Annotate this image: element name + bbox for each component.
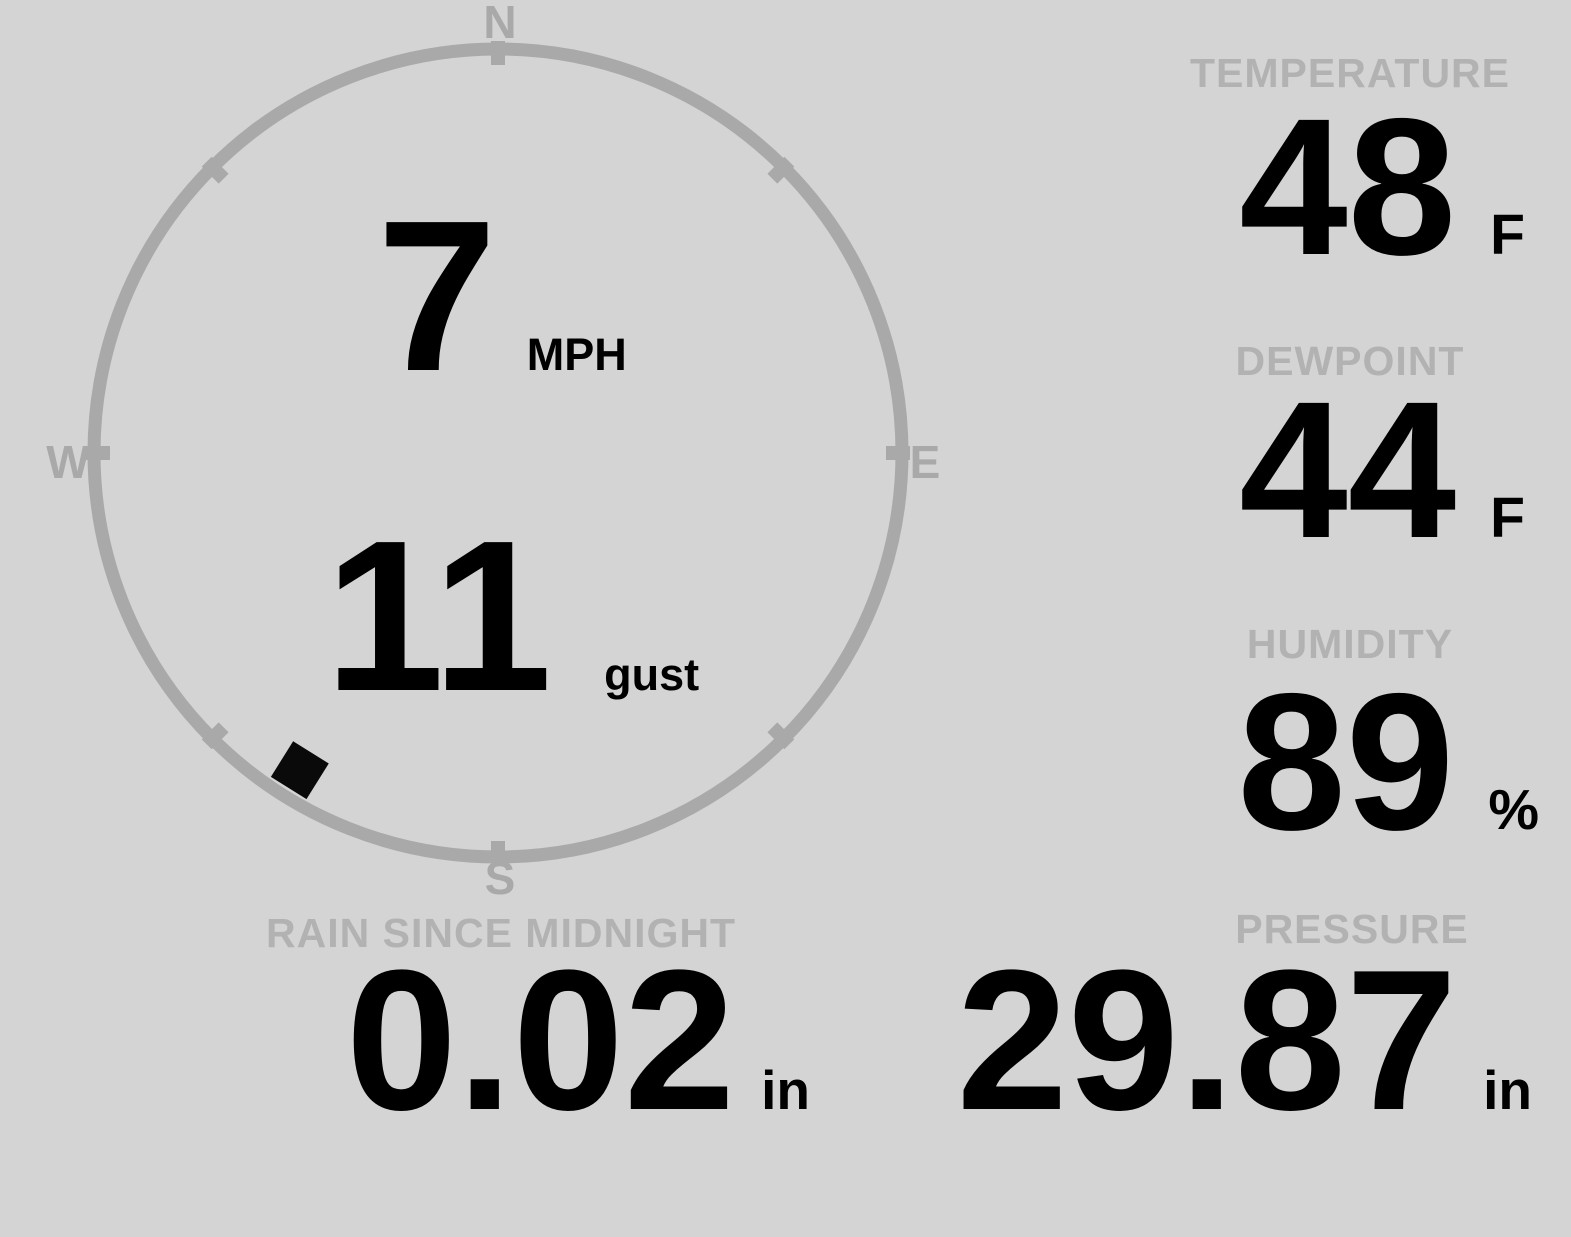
dewpoint-readout: 44 F [1239,373,1525,568]
compass-label-north: N [483,0,516,48]
wind-compass: N E S W [46,0,941,904]
compass-tick-sw [201,722,229,750]
rain-label: RAIN SINCE MIDNIGHT [266,910,736,956]
compass-tick-w [86,446,110,460]
wind-gust-readout: 11 gust [325,508,699,723]
temperature-unit: F [1490,203,1525,267]
pressure-value: 29.87 [956,929,1458,1152]
wind-speed-unit: MPH [526,329,627,380]
wind-speed-readout: 7 MPH [377,188,627,403]
humidity-value: 89 [1237,653,1455,871]
pressure-unit: in [1483,1059,1532,1121]
dewpoint-value: 44 [1239,361,1457,579]
compass-ticks [86,41,910,865]
rain-value: 0.02 [345,929,736,1152]
dewpoint-unit: F [1490,486,1525,550]
compass-tick-e [886,446,910,460]
compass-tick-n [491,41,505,65]
temperature-readout: 48 F [1239,90,1525,285]
pressure-readout: 29.87 in [957,941,1532,1141]
humidity-label: HUMIDITY [1246,621,1454,667]
humidity-readout: 89 % [1237,665,1539,860]
rain-readout: 0.02 in [346,941,810,1141]
pressure-label: PRESSURE [1235,906,1469,952]
compass-tick-ne [767,156,795,184]
compass-label-east: E [910,436,941,488]
compass-tick-nw [201,156,229,184]
rain-unit: in [761,1059,810,1121]
temperature-value: 48 [1239,78,1457,296]
wind-gust-unit: gust [604,649,700,700]
humidity-unit: % [1488,778,1539,842]
compass-label-west: W [46,436,90,488]
wind-direction-marker [270,741,329,800]
compass-tick-se [767,722,795,750]
temperature-label: TEMPERATURE [1189,50,1511,96]
dewpoint-label: DEWPOINT [1235,338,1465,384]
compass-label-south: S [485,852,516,904]
wind-gust-value: 11 [324,495,553,736]
compass-tick-s [491,841,505,865]
wind-speed-value: 7 [377,175,497,416]
